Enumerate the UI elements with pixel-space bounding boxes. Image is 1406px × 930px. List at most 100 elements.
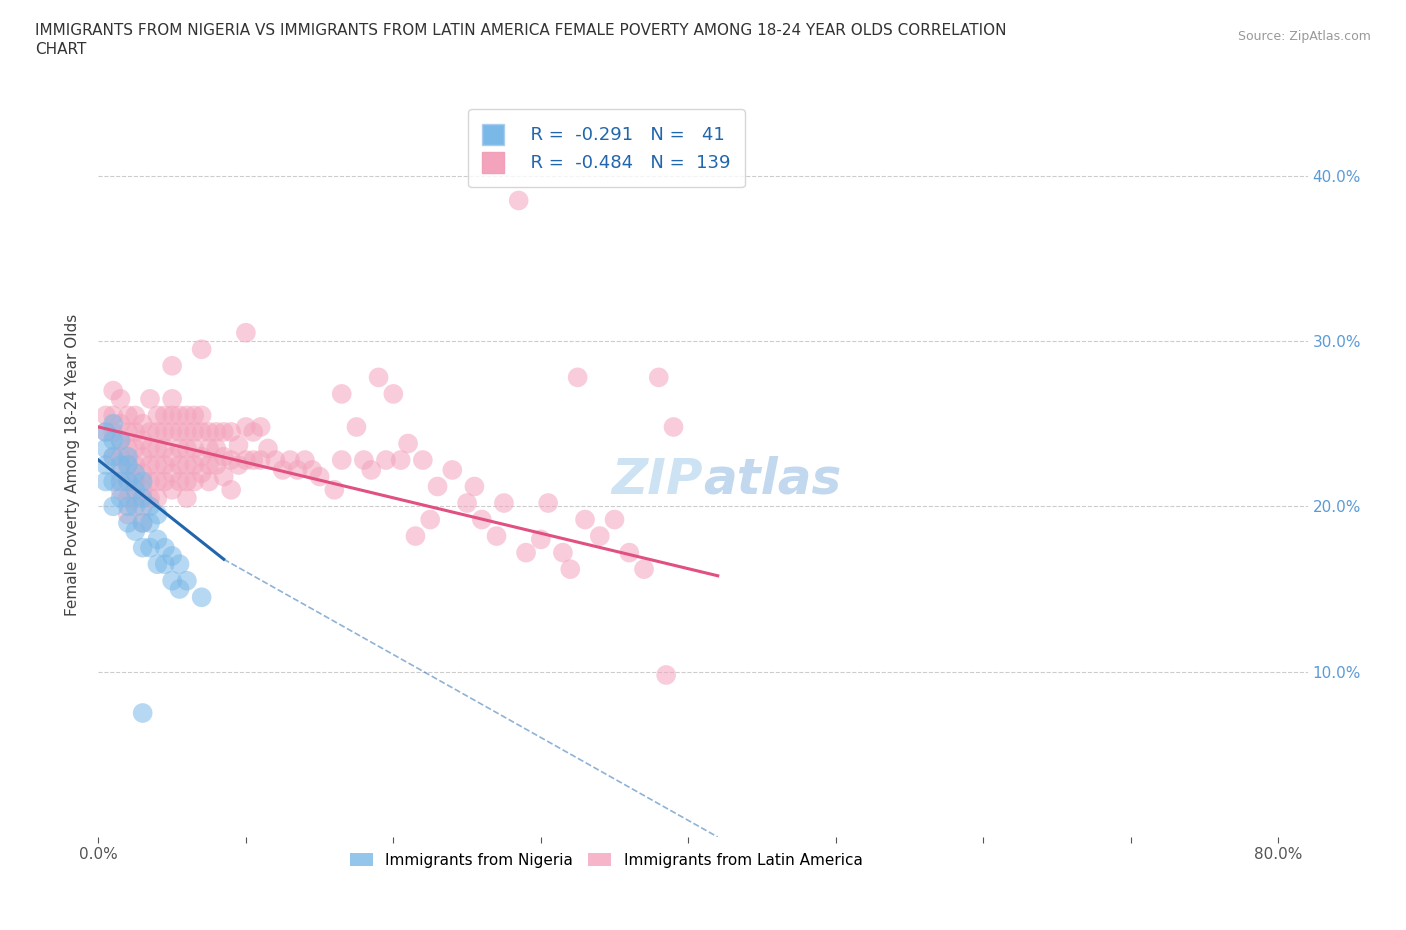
Point [508, 193, 530, 208]
Point [169, 581, 191, 596]
Point [530, 532, 553, 547]
Text: IMMIGRANTS FROM NIGERIA VS IMMIGRANTS FROM LATIN AMERICA FEMALE POVERTY AMONG 18: IMMIGRANTS FROM NIGERIA VS IMMIGRANTS FR… [35, 23, 1007, 38]
Point [110, 449, 132, 464]
Point [153, 458, 176, 472]
Point [228, 438, 250, 453]
Point [131, 474, 153, 489]
Point [117, 408, 139, 423]
Point [160, 483, 183, 498]
Point [389, 453, 412, 468]
Point [117, 474, 139, 489]
Point [249, 419, 271, 434]
Point [404, 528, 426, 543]
Point [94, 474, 117, 489]
Point [176, 441, 198, 456]
Point [124, 458, 146, 472]
Point [278, 453, 301, 468]
Point [382, 387, 405, 402]
Point [212, 449, 235, 464]
Point [94, 458, 117, 472]
Point [190, 590, 212, 604]
Point [360, 462, 382, 477]
Point [101, 449, 124, 464]
Point [176, 491, 198, 506]
Point [124, 466, 146, 481]
Point [146, 491, 169, 506]
Point [198, 441, 221, 456]
Point [131, 498, 153, 513]
Point [101, 498, 124, 513]
Point [212, 424, 235, 439]
Point [242, 453, 264, 468]
Point [160, 573, 183, 588]
Point [117, 441, 139, 456]
Point [131, 491, 153, 506]
Legend: Immigrants from Nigeria, Immigrants from Latin America: Immigrants from Nigeria, Immigrants from… [344, 846, 869, 874]
Point [412, 453, 434, 468]
Point [308, 469, 330, 484]
Point [235, 453, 257, 468]
Point [117, 458, 139, 472]
Point [603, 512, 626, 527]
Point [456, 496, 478, 511]
Point [131, 432, 153, 447]
Point [110, 417, 132, 432]
Point [124, 424, 146, 439]
Point [160, 549, 183, 564]
Point [110, 491, 132, 506]
Point [257, 441, 280, 456]
Point [153, 408, 176, 423]
Point [146, 441, 169, 456]
Point [131, 515, 153, 530]
Point [190, 466, 212, 481]
Point [139, 424, 162, 439]
Point [139, 392, 162, 406]
Text: Source: ZipAtlas.com: Source: ZipAtlas.com [1237, 30, 1371, 43]
Point [131, 706, 153, 721]
Point [124, 524, 146, 538]
Point [169, 557, 191, 572]
Point [198, 424, 221, 439]
Point [146, 532, 169, 547]
Point [463, 479, 485, 494]
Point [346, 419, 368, 434]
Point [619, 545, 641, 560]
Point [183, 474, 205, 489]
Point [235, 326, 257, 340]
Point [228, 458, 250, 472]
Point [101, 408, 124, 423]
Point [94, 441, 117, 456]
Point [235, 419, 257, 434]
Point [153, 474, 176, 489]
Point [153, 557, 176, 572]
Point [124, 491, 146, 506]
Point [367, 370, 389, 385]
Point [190, 449, 212, 464]
Point [205, 441, 228, 456]
Point [301, 462, 323, 477]
Point [396, 436, 419, 451]
Y-axis label: Female Poverty Among 18-24 Year Olds: Female Poverty Among 18-24 Year Olds [65, 314, 80, 617]
Text: atlas: atlas [703, 456, 841, 504]
Point [94, 424, 117, 439]
Point [153, 424, 176, 439]
Point [94, 424, 117, 439]
Point [101, 424, 124, 439]
Point [485, 528, 508, 543]
Text: ZIP: ZIP [612, 456, 703, 504]
Point [574, 512, 596, 527]
Point [101, 449, 124, 464]
Point [131, 417, 153, 432]
Point [110, 432, 132, 447]
Point [471, 512, 494, 527]
Point [169, 458, 191, 472]
Point [160, 424, 183, 439]
Point [183, 424, 205, 439]
Point [139, 474, 162, 489]
Point [375, 453, 398, 468]
Point [183, 458, 205, 472]
Point [110, 466, 132, 481]
Point [426, 479, 449, 494]
Point [131, 466, 153, 481]
Point [146, 458, 169, 472]
